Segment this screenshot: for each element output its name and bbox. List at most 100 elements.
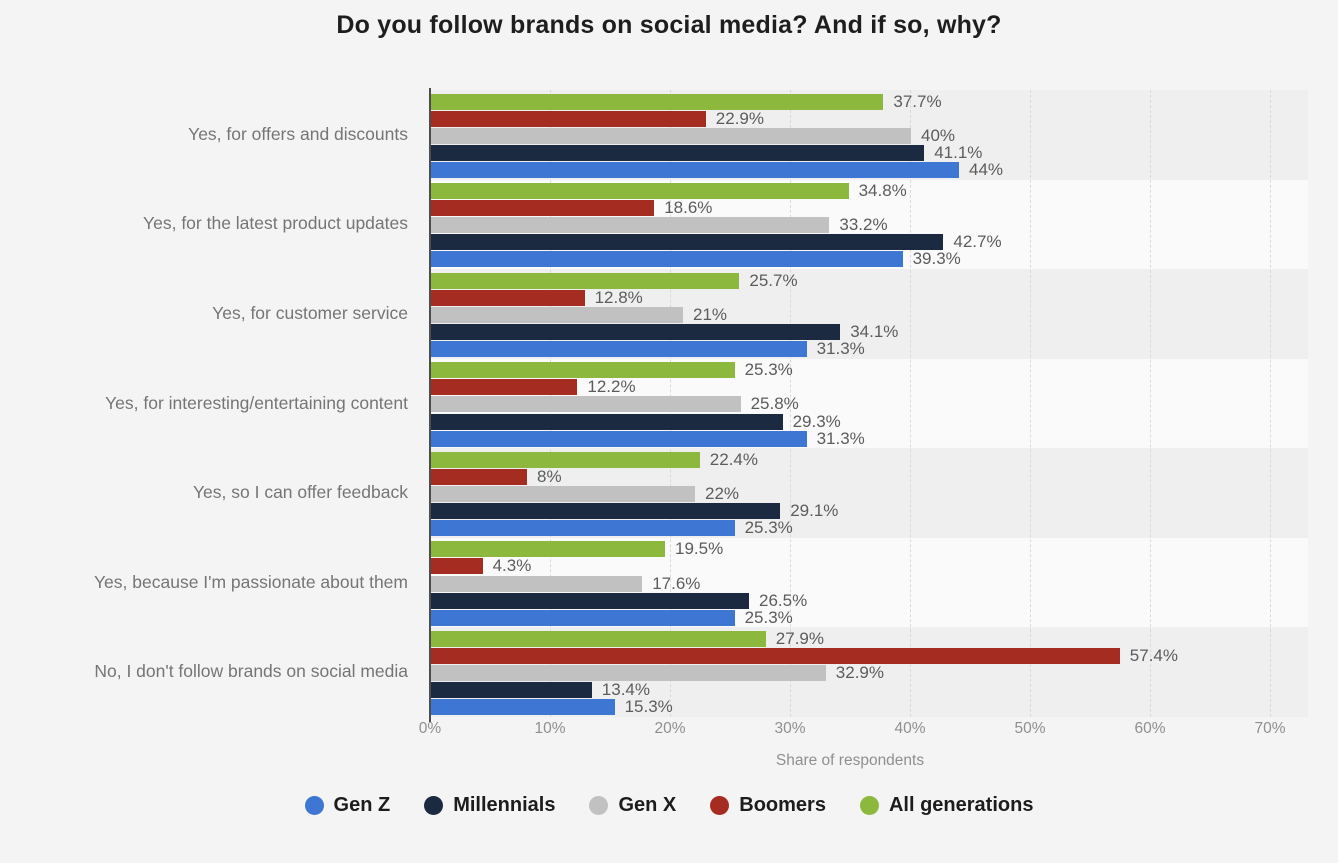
legend-label: Boomers	[739, 794, 826, 816]
bar-gen-x[interactable]	[431, 665, 826, 682]
bar-gen-x[interactable]	[431, 485, 695, 502]
bar-value-label: 57.4%	[1129, 646, 1178, 666]
legend-item-gen-z[interactable]: Gen Z	[304, 794, 391, 817]
bar-gen-x[interactable]	[431, 306, 683, 323]
x-tick-label: 40%	[894, 720, 926, 737]
bar-boomers[interactable]	[431, 648, 1120, 665]
bar-value-label: 12.8%	[594, 287, 643, 307]
bar-gen-z[interactable]	[431, 251, 903, 268]
bar-value-label: 32.9%	[835, 663, 884, 683]
bar-all-generations[interactable]	[431, 451, 700, 468]
bar-all-generations[interactable]	[431, 93, 884, 110]
bar-value-label: 22.4%	[709, 449, 758, 469]
chart-title: Do you follow brands on social media? An…	[336, 11, 1002, 39]
legend-swatch-icon	[424, 796, 444, 815]
x-tick-label: 30%	[774, 720, 806, 737]
bar-value-label: 21%	[693, 304, 728, 324]
gridline	[1150, 90, 1151, 717]
bar-value-label: 44%	[969, 159, 1004, 179]
bar-value-label: 41.1%	[934, 142, 983, 162]
bar-gen-x[interactable]	[431, 575, 643, 592]
legend-label: Millennials	[453, 794, 556, 816]
bar-gen-x[interactable]	[431, 396, 741, 413]
bar-boomers[interactable]	[431, 468, 527, 485]
category-label: No, I don't follow brands on social medi…	[94, 661, 408, 682]
bar-value-label: 12.2%	[587, 377, 636, 397]
bar-gen-z[interactable]	[431, 161, 959, 178]
bar-value-label: 33.2%	[839, 215, 888, 235]
gridline	[910, 90, 911, 717]
bar-boomers[interactable]	[431, 110, 706, 127]
bar-millennials[interactable]	[431, 503, 781, 520]
legend-swatch-icon	[859, 796, 879, 815]
bar-all-generations[interactable]	[431, 362, 735, 379]
bar-value-label: 25.3%	[744, 360, 793, 380]
gridline	[1270, 90, 1271, 717]
bar-all-generations[interactable]	[431, 630, 766, 647]
bar-value-label: 15.3%	[624, 697, 673, 717]
bar-all-generations[interactable]	[431, 183, 849, 200]
legend-item-all-generations[interactable]: All generations	[859, 794, 1034, 817]
gridline	[1030, 90, 1031, 717]
legend-item-millennials[interactable]: Millennials	[424, 794, 555, 817]
bar-gen-z[interactable]	[431, 520, 735, 537]
bar-gen-z[interactable]	[431, 699, 615, 716]
bar-millennials[interactable]	[431, 234, 944, 251]
legend-swatch-icon	[589, 796, 609, 815]
category-label: Yes, for the latest product updates	[143, 213, 408, 234]
category-label: Yes, for interesting/entertaining conten…	[105, 392, 408, 413]
bar-value-label: 25.3%	[744, 518, 793, 538]
bar-gen-x[interactable]	[431, 217, 830, 234]
legend-item-boomers[interactable]: Boomers	[710, 794, 826, 817]
y-axis-line	[429, 88, 431, 722]
bar-value-label: 34.1%	[850, 321, 899, 341]
bar-value-label: 25.3%	[744, 607, 793, 627]
bar-millennials[interactable]	[431, 682, 592, 699]
bar-boomers[interactable]	[431, 200, 655, 217]
bar-value-label: 29.3%	[792, 411, 841, 431]
bar-value-label: 17.6%	[652, 573, 701, 593]
bar-all-generations[interactable]	[431, 272, 740, 289]
bar-value-label: 26.5%	[759, 590, 808, 610]
category-label: Yes, for offers and discounts	[188, 123, 408, 144]
bar-all-generations[interactable]	[431, 541, 665, 558]
bar-gen-z[interactable]	[431, 430, 807, 447]
bar-boomers[interactable]	[431, 379, 578, 396]
bar-boomers[interactable]	[431, 289, 585, 306]
bar-value-label: 40%	[921, 125, 956, 145]
legend-label: All generations	[888, 794, 1034, 816]
bar-value-label: 34.8%	[858, 181, 907, 201]
bar-gen-x[interactable]	[431, 127, 911, 144]
bar-boomers[interactable]	[431, 558, 483, 575]
legend-swatch-icon	[710, 796, 730, 815]
bar-gen-z[interactable]	[431, 341, 807, 358]
bar-millennials[interactable]	[431, 413, 783, 430]
x-tick-label: 10%	[534, 720, 566, 737]
bar-value-label: 25.8%	[750, 394, 799, 414]
bar-gen-z[interactable]	[431, 609, 735, 626]
x-axis-title: Share of respondents	[775, 752, 925, 769]
bar-value-label: 27.9%	[775, 628, 824, 648]
bar-millennials[interactable]	[431, 592, 749, 609]
x-tick-label: 20%	[654, 720, 686, 737]
bar-value-label: 31.3%	[816, 428, 865, 448]
bar-millennials[interactable]	[431, 144, 925, 161]
bar-value-label: 42.7%	[953, 232, 1002, 252]
legend-swatch-icon	[304, 796, 324, 815]
legend: Gen Z Millennials Gen X Boomers All generati…	[0, 794, 1338, 817]
legend-label: Gen Z	[333, 794, 391, 816]
gridline	[790, 90, 791, 717]
bar-value-label: 22.9%	[715, 108, 764, 128]
x-tick-label: 0%	[418, 720, 442, 737]
category-label: Yes, for customer service	[212, 302, 408, 323]
legend-label: Gen X	[618, 794, 677, 816]
bar-value-label: 25.7%	[749, 270, 798, 290]
x-tick-label: 50%	[1014, 720, 1046, 737]
bar-value-label: 18.6%	[664, 198, 713, 218]
bar-value-label: 19.5%	[675, 539, 724, 559]
bar-value-label: 39.3%	[912, 249, 961, 269]
legend-item-gen-x[interactable]: Gen X	[589, 794, 676, 817]
bar-millennials[interactable]	[431, 323, 841, 340]
bar-value-label: 31.3%	[816, 339, 865, 359]
